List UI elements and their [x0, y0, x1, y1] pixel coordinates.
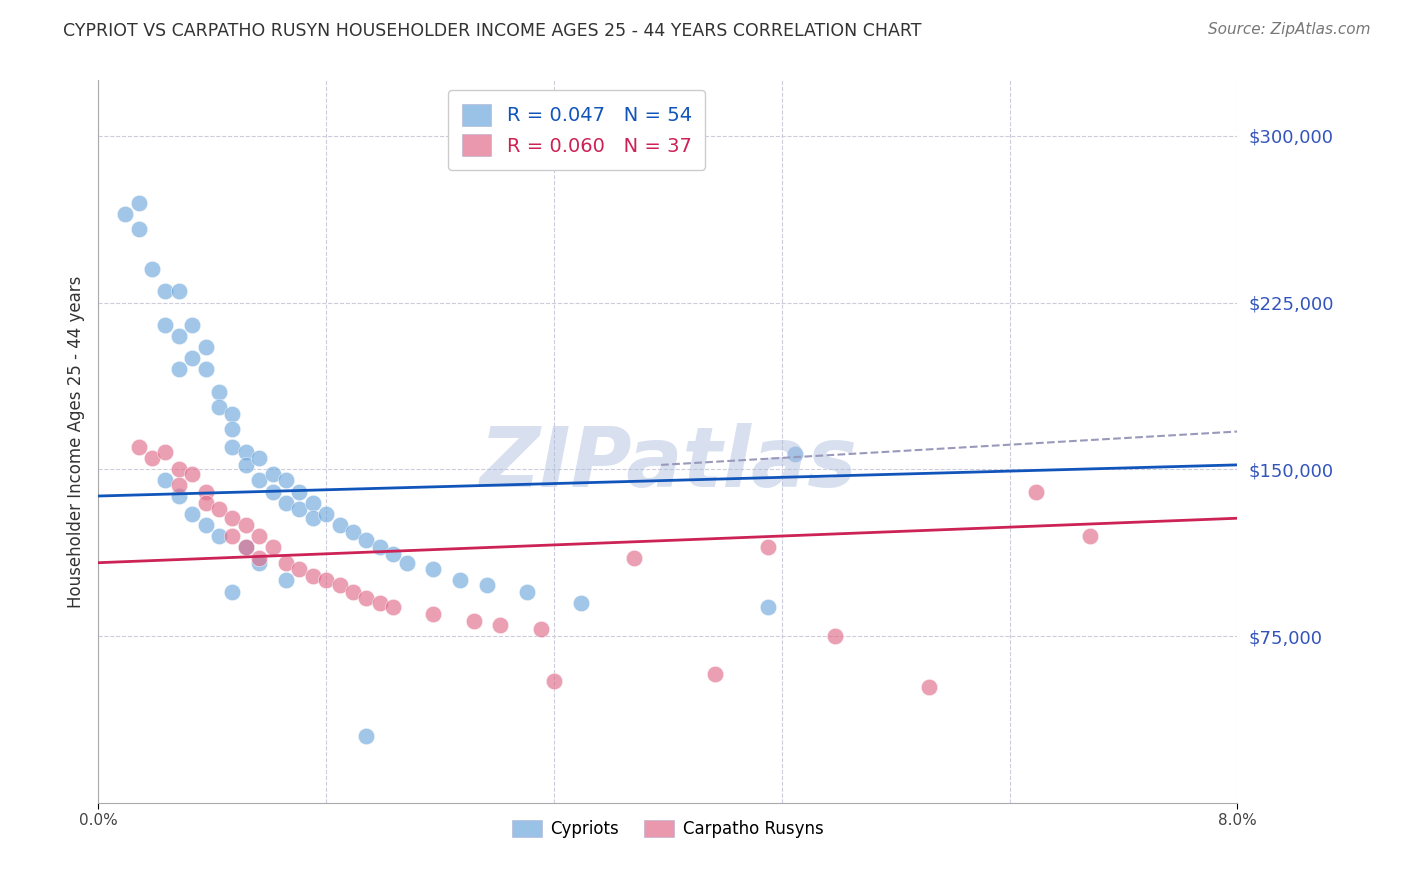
Point [274, 474, 297, 488]
Point [221, 440, 243, 454]
Point [155, 318, 177, 332]
Point [221, 511, 243, 525]
Point [382, 547, 405, 561]
Point [235, 540, 257, 554]
Point [247, 556, 270, 570]
Point [422, 607, 444, 621]
Point [516, 584, 538, 599]
Legend: Cypriots, Carpatho Rusyns: Cypriots, Carpatho Rusyns [506, 814, 830, 845]
Point [155, 444, 177, 458]
Point [181, 318, 204, 332]
Point [221, 584, 243, 599]
Text: CYPRIOT VS CARPATHO RUSYN HOUSEHOLDER INCOME AGES 25 - 44 YEARS CORRELATION CHAR: CYPRIOT VS CARPATHO RUSYN HOUSEHOLDER IN… [63, 22, 922, 40]
Point [288, 484, 311, 499]
Point [167, 462, 190, 476]
Point [569, 596, 592, 610]
Point [315, 574, 337, 588]
Point [247, 451, 270, 466]
Y-axis label: Householder Income Ages 25 - 44 years: Householder Income Ages 25 - 44 years [66, 276, 84, 607]
Point [368, 540, 391, 554]
Point [167, 329, 190, 343]
Point [395, 556, 418, 570]
Point [247, 474, 270, 488]
Point [288, 562, 311, 576]
Point [181, 507, 204, 521]
Point [301, 569, 323, 583]
Point [288, 502, 311, 516]
Point [918, 680, 941, 694]
Point [785, 447, 807, 461]
Point [235, 540, 257, 554]
Point [128, 440, 150, 454]
Point [274, 556, 297, 570]
Point [342, 524, 364, 539]
Point [128, 222, 150, 236]
Point [155, 474, 177, 488]
Point [141, 451, 163, 466]
Point [221, 529, 243, 543]
Point [167, 478, 190, 492]
Point [329, 517, 352, 532]
Point [247, 529, 270, 543]
Point [489, 618, 512, 632]
Point [221, 422, 243, 436]
Point [208, 400, 231, 414]
Point [221, 407, 243, 421]
Point [155, 285, 177, 299]
Point [463, 614, 485, 628]
Point [181, 467, 204, 481]
Point [356, 533, 378, 548]
Point [1078, 529, 1101, 543]
Point [756, 540, 779, 554]
Point [167, 285, 190, 299]
Point [301, 511, 323, 525]
Point [475, 578, 498, 592]
Point [194, 484, 217, 499]
Point [824, 629, 846, 643]
Point [422, 562, 444, 576]
Point [194, 362, 217, 376]
Point [301, 496, 323, 510]
Point [262, 484, 284, 499]
Point [167, 489, 190, 503]
Point [208, 502, 231, 516]
Text: Source: ZipAtlas.com: Source: ZipAtlas.com [1208, 22, 1371, 37]
Point [167, 362, 190, 376]
Point [262, 540, 284, 554]
Point [449, 574, 471, 588]
Point [141, 262, 163, 277]
Point [128, 195, 150, 210]
Point [181, 351, 204, 366]
Point [356, 729, 378, 743]
Point [208, 529, 231, 543]
Point [543, 673, 565, 688]
Text: ZIPatlas: ZIPatlas [479, 423, 856, 504]
Point [1025, 484, 1047, 499]
Point [623, 551, 645, 566]
Point [703, 666, 725, 681]
Point [235, 458, 257, 472]
Point [194, 340, 217, 354]
Point [274, 574, 297, 588]
Point [274, 496, 297, 510]
Point [235, 517, 257, 532]
Point [382, 600, 405, 615]
Point [756, 600, 779, 615]
Point [247, 551, 270, 566]
Point [529, 623, 551, 637]
Point [262, 467, 284, 481]
Point [368, 596, 391, 610]
Point [356, 591, 378, 606]
Point [315, 507, 337, 521]
Point [194, 496, 217, 510]
Point [342, 584, 364, 599]
Point [208, 384, 231, 399]
Point [194, 517, 217, 532]
Point [329, 578, 352, 592]
Point [114, 207, 136, 221]
Point [235, 444, 257, 458]
